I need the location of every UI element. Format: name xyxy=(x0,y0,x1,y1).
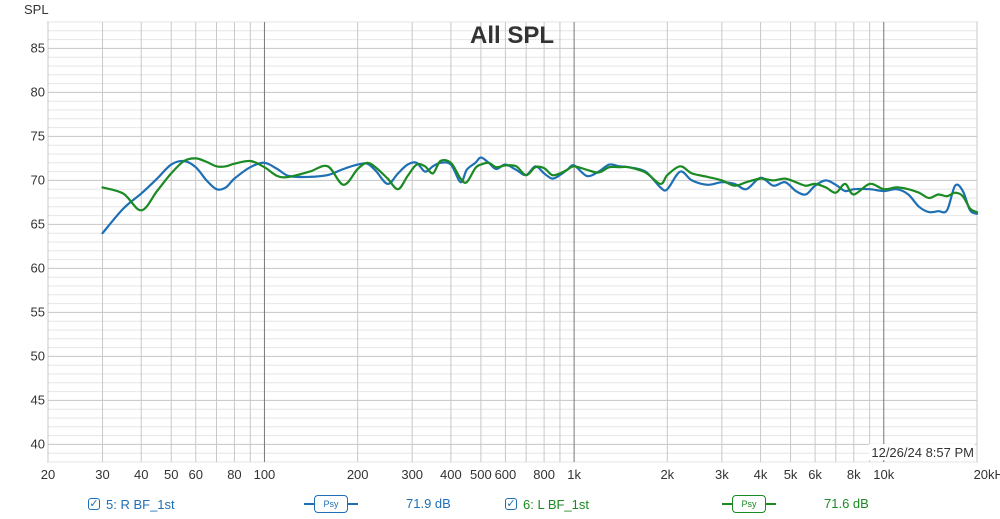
legend-series-label: 6: L BF_1st xyxy=(523,496,589,512)
psy-control-l[interactable]: Psy xyxy=(722,494,776,514)
x-tick-label: 1k xyxy=(567,467,581,482)
legend-series-label: 5: R BF_1st xyxy=(106,496,175,512)
psy-button[interactable]: Psy xyxy=(732,495,766,513)
legend-db-value: 71.9 dB xyxy=(406,496,451,511)
series-lines xyxy=(101,156,979,235)
x-tick-label: 80 xyxy=(227,467,241,482)
legend-line-left xyxy=(304,503,314,505)
legend-line-left xyxy=(722,503,732,505)
x-tick-label: 2k xyxy=(660,467,674,482)
y-tick-label: 65 xyxy=(31,216,45,231)
y-tick-labels: 40 45 50 55 60 65 70 75 80 85 xyxy=(31,40,45,451)
x-tick-label: 8k xyxy=(847,467,861,482)
grid-lines xyxy=(47,21,978,463)
y-tick-label: 85 xyxy=(31,40,45,55)
x-tick-label: 20kHz xyxy=(974,467,1000,482)
checkbox-icon[interactable]: ✓ xyxy=(88,497,100,510)
psy-button[interactable]: Psy xyxy=(314,495,348,513)
x-tick-label: 400 xyxy=(440,467,462,482)
chart-title: All SPL xyxy=(470,22,554,49)
x-tick-label: 800 xyxy=(533,467,555,482)
x-tick-label: 600 xyxy=(495,467,517,482)
y-tick-label: 55 xyxy=(31,304,45,319)
y-tick-label: 60 xyxy=(31,260,45,275)
x-tick-label: 20 xyxy=(41,467,55,482)
x-tick-label: 6k xyxy=(808,467,822,482)
timestamp-background xyxy=(869,444,975,460)
y-tick-label: 50 xyxy=(31,348,45,363)
checkbox-icon[interactable]: ✓ xyxy=(505,497,517,510)
x-tick-label: 10k xyxy=(873,467,894,482)
psy-control-r[interactable]: Psy xyxy=(304,494,358,514)
series-line-1 xyxy=(101,156,979,235)
y-tick-label: 70 xyxy=(31,172,45,187)
legend-db-value: 71.6 dB xyxy=(824,496,869,511)
x-tick-label: 40 xyxy=(134,467,148,482)
x-tick-label: 50 xyxy=(164,467,178,482)
legend-item-l-bf-1st[interactable]: ✓ 6: L BF_1st xyxy=(505,493,589,515)
y-tick-label: 40 xyxy=(31,436,45,451)
y-axis-label: SPL xyxy=(24,2,49,17)
x-tick-label: 200 xyxy=(347,467,369,482)
x-tick-label: 3k xyxy=(715,467,729,482)
y-tick-label: 80 xyxy=(31,84,45,99)
legend-item-r-bf-1st[interactable]: ✓ 5: R BF_1st xyxy=(88,493,175,515)
x-tick-label: 4k xyxy=(754,467,768,482)
legend-line-right xyxy=(348,503,358,505)
x-tick-labels: 20 30 40 50 60 80 100 200 300 400 500 600 800 1k 2k 3k 4… xyxy=(41,467,1000,482)
legend-line-right xyxy=(766,503,776,505)
x-tick-label: 500 xyxy=(470,467,492,482)
timestamp: 12/26/24 8:57 PM xyxy=(871,445,974,460)
x-tick-label: 60 xyxy=(189,467,203,482)
series-line-2 xyxy=(101,157,979,214)
x-tick-label: 30 xyxy=(95,467,109,482)
x-tick-label: 100 xyxy=(254,467,276,482)
x-tick-label: 300 xyxy=(401,467,423,482)
x-tick-label: 5k xyxy=(784,467,798,482)
y-tick-label: 75 xyxy=(31,128,45,143)
y-tick-label: 45 xyxy=(31,392,45,407)
